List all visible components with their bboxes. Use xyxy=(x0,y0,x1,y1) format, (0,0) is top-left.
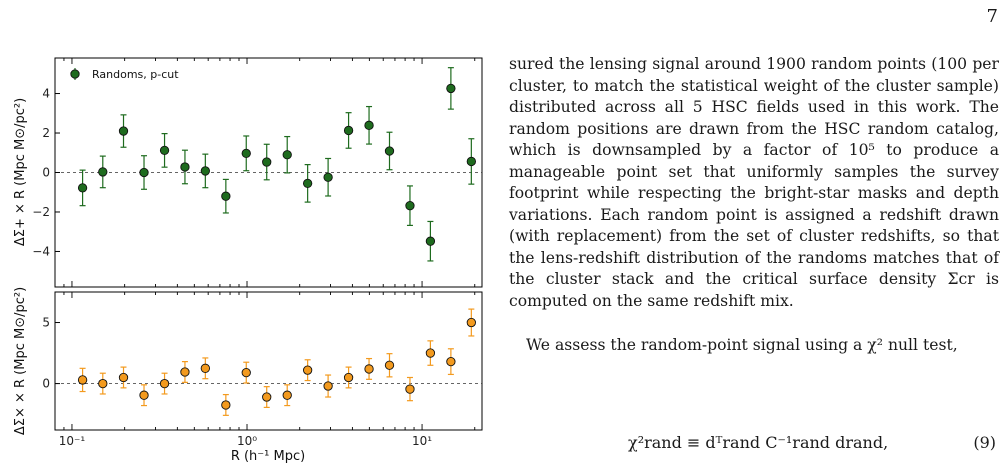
data-point xyxy=(118,126,129,136)
equation: χ²rand ≡ dᵀrand C⁻¹rand drand, xyxy=(628,433,889,452)
text-column: sured the lensing signal around 1900 ran… xyxy=(509,54,999,357)
data-point xyxy=(221,400,231,410)
data-point xyxy=(446,356,456,367)
y-tick-label: 2 xyxy=(42,126,50,140)
x-tick-label: 10¹ xyxy=(412,434,432,448)
data-point xyxy=(302,178,313,189)
data-point xyxy=(323,172,333,182)
data-point xyxy=(446,83,456,94)
data-point xyxy=(425,348,436,358)
data-point xyxy=(262,157,272,167)
data-point xyxy=(466,156,476,167)
data-point xyxy=(200,363,210,373)
y-tick-label: 4 xyxy=(42,87,50,101)
page-number: 7 xyxy=(986,6,998,27)
data-point xyxy=(180,162,190,172)
axis-labels: ΔΣ+ × R (Mpc M⊙/pc²) ΔΣ× × R (Mpc M⊙/pc²)… xyxy=(13,98,305,464)
data-point xyxy=(98,378,108,389)
legend: Randoms, p-cut xyxy=(70,68,179,81)
paragraph-2: We assess the random-point signal using … xyxy=(526,336,958,354)
data-point xyxy=(405,384,415,394)
data-point xyxy=(323,381,333,391)
y-axis-label-bottom: ΔΣ× × R (Mpc M⊙/pc²) xyxy=(13,287,28,435)
data-point xyxy=(200,166,210,176)
plot-frame xyxy=(54,291,483,431)
data-point xyxy=(77,375,88,385)
data-point xyxy=(343,125,354,136)
data-point xyxy=(221,191,231,201)
data-point xyxy=(466,317,476,328)
data-point xyxy=(139,390,149,400)
x-axis-label: R (h⁻¹ Mpc) xyxy=(231,449,305,464)
y-tick-label: 0 xyxy=(42,166,50,180)
x-tick-label: 10⁰ xyxy=(237,434,257,448)
data-point xyxy=(282,390,292,400)
legend-marker xyxy=(70,69,80,79)
data-point xyxy=(139,167,149,178)
legend-label: Randoms, p-cut xyxy=(92,68,179,81)
top-panel: −4 −2 0 2 4 xyxy=(32,57,483,288)
equation-number: (9) xyxy=(973,433,996,452)
data-point xyxy=(405,201,415,211)
x-tick-label: 10⁻¹ xyxy=(59,434,86,448)
data-point xyxy=(364,364,374,374)
data-point xyxy=(118,372,129,383)
y-axis-label-top: ΔΣ+ × R (Mpc M⊙/pc²) xyxy=(13,98,28,246)
data-point xyxy=(343,372,354,383)
data-point xyxy=(180,367,190,377)
data-point xyxy=(159,378,170,389)
data-point xyxy=(77,183,88,193)
data-point xyxy=(262,392,272,402)
data-point xyxy=(241,148,251,159)
data-point xyxy=(302,365,313,375)
data-point xyxy=(159,145,170,156)
y-tick-label: 0 xyxy=(42,377,50,391)
data-point xyxy=(384,360,395,370)
figure: −4 −2 0 2 4 0 5 10⁻¹ 10⁰ 10¹ Randoms, p-cut ΔΣ+ … xyxy=(13,57,483,464)
data-point xyxy=(364,120,374,130)
data-point xyxy=(98,167,108,177)
y-tick-label: −4 xyxy=(32,244,50,258)
paragraph-1: sured the lensing signal around 1900 ran… xyxy=(509,55,999,310)
y-tick-label: −2 xyxy=(32,205,50,219)
bottom-panel: 0 5 10⁻¹ 10⁰ 10¹ xyxy=(42,291,483,448)
data-point xyxy=(241,367,251,378)
y-tick-label: 5 xyxy=(42,316,50,330)
data-point xyxy=(282,150,292,160)
data-point xyxy=(384,146,395,156)
data-point xyxy=(425,236,436,246)
